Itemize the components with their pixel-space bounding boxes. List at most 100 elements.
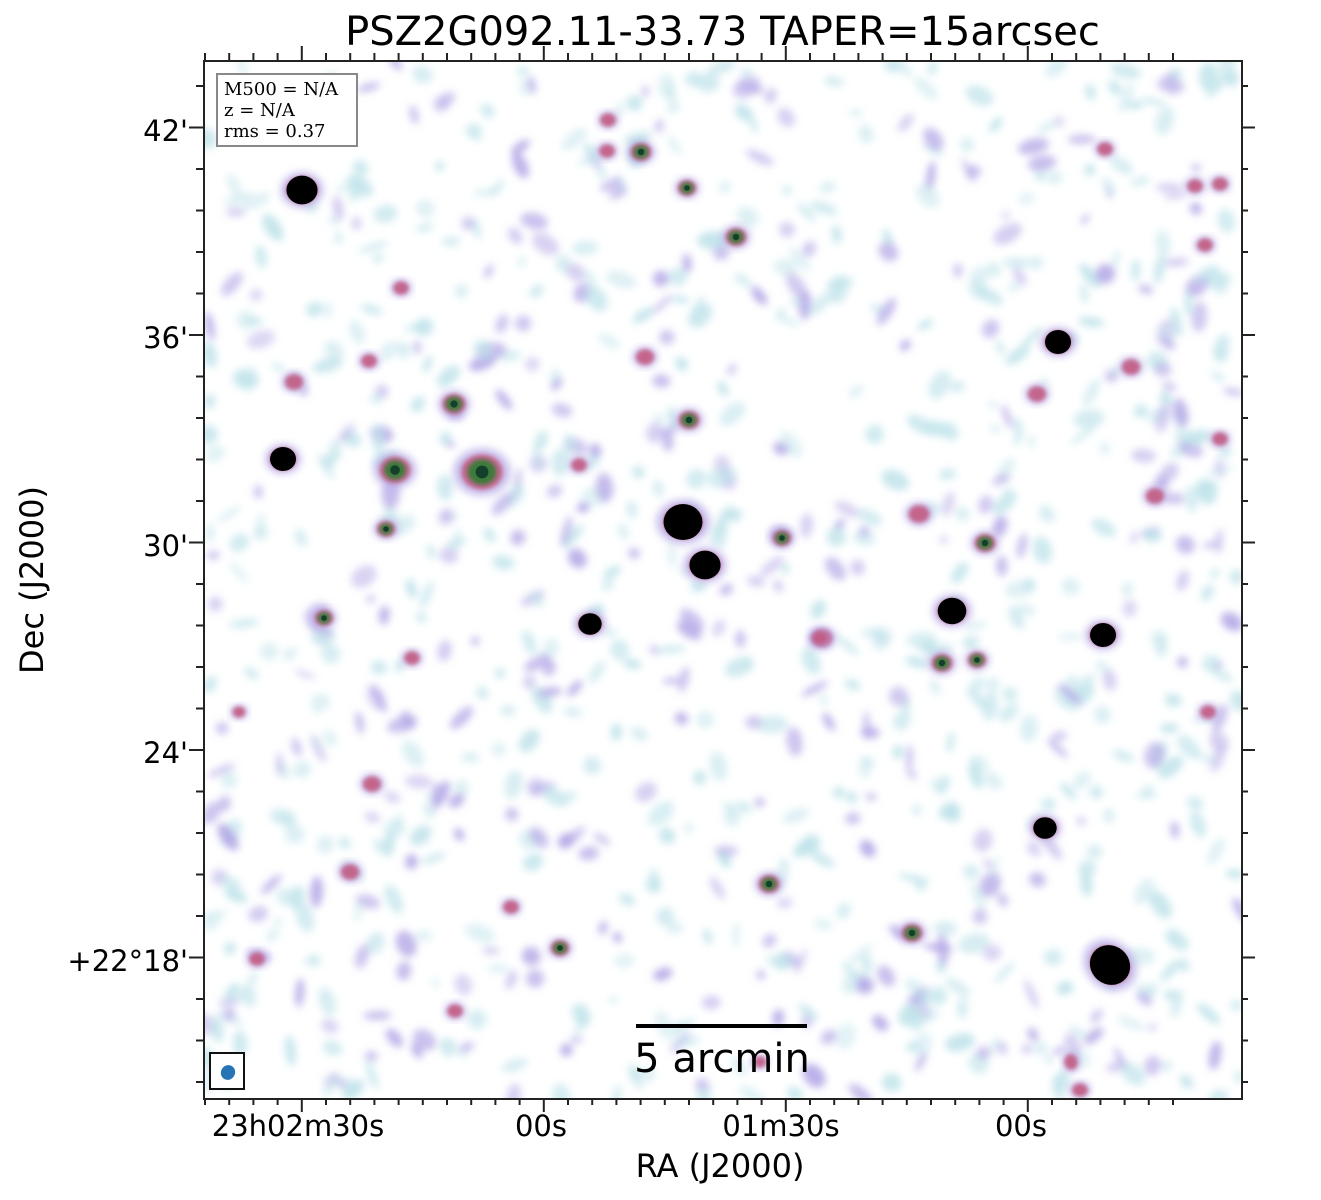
noise-blob <box>527 76 536 94</box>
noise-blob <box>598 921 608 935</box>
noise-blob <box>658 827 676 844</box>
noise-blob <box>371 423 385 454</box>
noise-blob <box>786 726 803 757</box>
noise-blob <box>585 285 608 312</box>
noise-blob <box>337 423 355 444</box>
noise-blob <box>395 930 417 958</box>
noise-blob <box>1229 569 1241 585</box>
noise-blob <box>671 296 690 304</box>
noise-blob <box>1176 570 1189 591</box>
noise-blob <box>500 705 516 716</box>
noise-blob <box>788 1089 804 1098</box>
noise-blob <box>1199 62 1219 92</box>
noise-blob <box>988 401 998 409</box>
noise-blob <box>1103 808 1115 824</box>
noise-blob <box>855 976 874 994</box>
noise-blob <box>223 887 248 903</box>
x-axis-title: RA (J2000) <box>635 1147 805 1185</box>
noise-blob <box>872 1014 889 1032</box>
noise-blob <box>917 318 934 331</box>
noise-blob <box>338 837 351 849</box>
noise-blob <box>542 787 569 807</box>
noise-blob <box>1189 202 1202 215</box>
bright-source <box>573 610 607 638</box>
noise-blob <box>560 1043 573 1057</box>
noise-blob <box>294 669 316 680</box>
noise-blob <box>986 1036 1001 1056</box>
radio-source <box>337 861 363 883</box>
noise-blob <box>431 780 451 808</box>
noise-blob <box>746 575 765 587</box>
noise-blob <box>926 161 936 192</box>
noise-blob <box>577 153 605 166</box>
noise-blob <box>581 269 597 285</box>
noise-blob <box>646 422 665 444</box>
y-tick-label: 30' <box>143 529 188 563</box>
noise-blob <box>914 877 927 892</box>
noise-blob <box>679 608 705 632</box>
noise-blob <box>951 562 969 584</box>
noise-blob <box>1019 714 1039 742</box>
noise-blob <box>1064 1033 1082 1056</box>
noise-blob <box>476 686 489 700</box>
noise-blob <box>364 811 381 824</box>
noise-blob <box>1059 782 1077 800</box>
noise-blob <box>1072 771 1091 789</box>
noise-blob <box>882 229 894 247</box>
noise-blob <box>1191 301 1208 332</box>
noise-blob <box>629 1065 645 1082</box>
noise-blob <box>386 715 418 733</box>
noise-blob <box>692 770 707 785</box>
redshift-label: z = N/A <box>224 100 295 121</box>
noise-blob <box>609 186 627 200</box>
noise-blob <box>614 953 635 969</box>
noise-blob <box>876 297 897 326</box>
noise-blob <box>944 1033 975 1052</box>
noise-blob <box>372 253 384 263</box>
noise-blob <box>959 137 975 152</box>
noise-blob <box>1024 979 1039 1009</box>
noise-blob <box>777 107 795 128</box>
noise-blob <box>981 692 999 721</box>
noise-blob <box>260 874 282 895</box>
noise-blob <box>546 484 563 498</box>
noise-blob <box>745 149 774 166</box>
noise-blob <box>652 374 671 388</box>
noise-blob <box>1003 486 1013 499</box>
noise-blob <box>215 722 229 735</box>
radio-source <box>1184 177 1206 195</box>
noise-blob <box>217 506 241 523</box>
radio-source <box>809 629 831 647</box>
noise-blob <box>1163 492 1185 505</box>
noise-blob <box>972 908 988 925</box>
noise-blob <box>1040 797 1057 812</box>
radio-source <box>401 649 423 667</box>
radio-source <box>632 346 658 368</box>
noise-blob <box>1102 669 1117 691</box>
bright-source <box>683 547 727 583</box>
noise-blob <box>684 822 694 834</box>
noise-blob <box>674 712 689 725</box>
noise-blob <box>888 686 909 707</box>
noise-blob <box>946 731 955 753</box>
noise-blob <box>205 311 215 341</box>
noise-blob <box>628 547 640 560</box>
noise-blob <box>791 297 801 307</box>
noise-blob <box>220 271 243 297</box>
noise-blob <box>1170 307 1183 337</box>
noise-blob <box>1167 932 1190 951</box>
noise-blob <box>355 711 365 734</box>
noise-blob <box>860 954 874 974</box>
noise-blob <box>532 232 559 256</box>
radio-source <box>1061 1051 1081 1073</box>
noise-blob <box>653 479 664 498</box>
noise-blob <box>1189 811 1207 838</box>
noise-blob <box>524 654 552 672</box>
noise-blob <box>1209 731 1229 753</box>
noise-blob <box>836 902 852 919</box>
noise-blob <box>1202 540 1219 550</box>
x-tick-label: 00s <box>514 1109 567 1143</box>
noise-blob <box>453 779 470 795</box>
noise-blob <box>865 424 884 444</box>
noise-blob <box>1067 134 1096 145</box>
